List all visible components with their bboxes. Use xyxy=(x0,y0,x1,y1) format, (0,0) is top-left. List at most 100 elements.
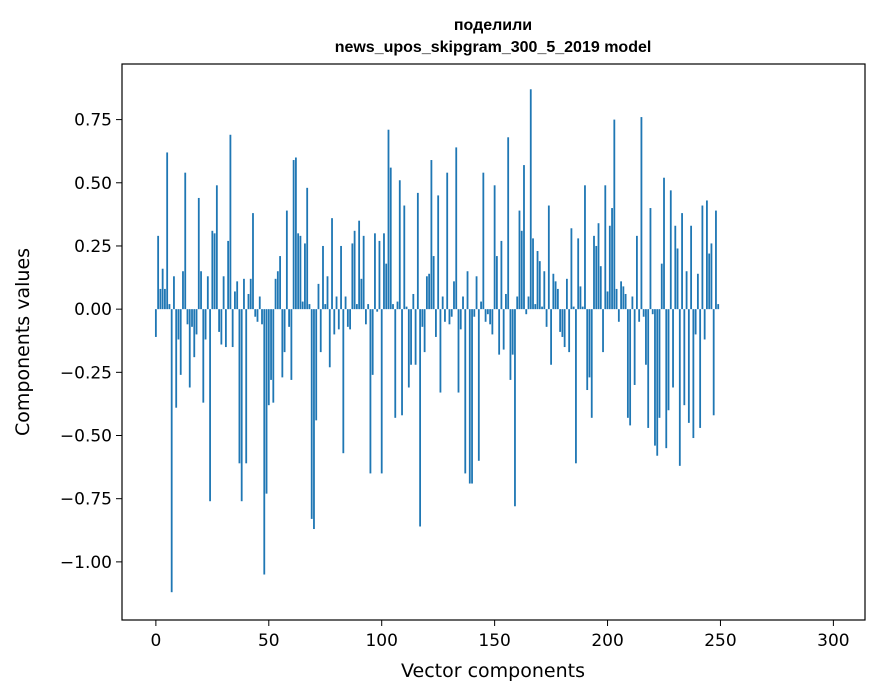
bar xyxy=(552,273,555,310)
bar xyxy=(304,243,306,310)
bar xyxy=(229,134,232,310)
bar xyxy=(649,208,652,310)
bar xyxy=(624,293,627,310)
plot-frame xyxy=(121,63,866,621)
bar xyxy=(471,309,473,484)
bar xyxy=(500,240,503,310)
bar xyxy=(279,256,281,310)
bar xyxy=(283,309,286,353)
bar xyxy=(606,291,609,310)
bar xyxy=(611,208,613,310)
bar xyxy=(398,180,401,310)
bar xyxy=(502,309,505,350)
bar xyxy=(256,309,259,322)
bar xyxy=(328,309,331,368)
bar xyxy=(270,309,272,380)
bar xyxy=(715,210,717,310)
bar xyxy=(681,213,683,310)
bar xyxy=(236,281,239,310)
bar xyxy=(622,286,625,310)
bar xyxy=(520,230,523,310)
bar xyxy=(184,172,187,310)
bar xyxy=(290,309,293,380)
bar xyxy=(550,309,552,365)
bar xyxy=(588,309,591,378)
bar xyxy=(425,276,428,310)
bar xyxy=(154,309,157,337)
bar xyxy=(672,309,674,388)
bar xyxy=(676,248,679,310)
bar xyxy=(299,235,302,310)
bar xyxy=(182,271,184,310)
bar xyxy=(462,296,464,310)
bar xyxy=(335,296,338,310)
bar xyxy=(437,195,440,310)
bar xyxy=(645,309,647,365)
bar xyxy=(703,309,706,340)
bar xyxy=(554,281,557,310)
bar xyxy=(315,309,318,421)
bar xyxy=(498,309,501,355)
bar xyxy=(593,235,595,310)
bar xyxy=(274,278,277,310)
bar xyxy=(701,205,704,310)
bar xyxy=(188,309,191,388)
bar xyxy=(446,172,449,310)
bar xyxy=(405,306,408,310)
bar xyxy=(511,309,514,355)
bar xyxy=(389,167,392,310)
bar xyxy=(523,165,525,310)
bar xyxy=(394,309,397,418)
y-tick-label: −1.00 xyxy=(60,553,112,573)
bar xyxy=(380,309,383,474)
bar xyxy=(419,309,422,527)
bar xyxy=(430,160,433,310)
bar xyxy=(477,309,480,461)
bar xyxy=(159,288,162,310)
bar xyxy=(699,309,702,428)
bar xyxy=(708,253,711,310)
bar xyxy=(326,276,329,310)
bar xyxy=(489,309,492,325)
bar xyxy=(403,205,406,310)
bar xyxy=(538,261,541,310)
bar xyxy=(364,309,367,325)
x-tick-label: 100 xyxy=(365,631,397,651)
bar xyxy=(466,271,469,310)
bar xyxy=(685,271,688,310)
bar xyxy=(586,309,589,391)
bar xyxy=(322,245,324,310)
bar xyxy=(231,309,234,348)
bar xyxy=(292,160,295,310)
bar xyxy=(568,309,571,353)
bar xyxy=(374,233,376,310)
bar xyxy=(696,273,699,310)
bar xyxy=(687,309,690,423)
y-axis: 0.75 0.50 0.25 0.00 −0.25 −0.50 −0.75 −1.00 xyxy=(60,111,122,573)
bar xyxy=(202,309,205,403)
bar xyxy=(306,187,309,310)
bar xyxy=(482,172,485,310)
bar xyxy=(258,296,261,310)
bar xyxy=(532,238,534,310)
x-tick-label: 250 xyxy=(704,631,736,651)
bar xyxy=(486,309,489,315)
bar xyxy=(346,309,349,327)
bar xyxy=(638,309,641,322)
bar xyxy=(547,205,550,310)
bar xyxy=(692,309,695,439)
bar xyxy=(536,251,539,310)
x-tick-label: 0 xyxy=(150,631,161,651)
bar xyxy=(247,293,250,310)
bar xyxy=(640,117,643,310)
bar xyxy=(577,238,580,310)
bar xyxy=(317,283,320,310)
bar xyxy=(355,304,358,310)
bar xyxy=(613,119,616,310)
bar xyxy=(358,220,361,310)
bar xyxy=(310,309,313,519)
bar xyxy=(448,309,451,325)
bar xyxy=(495,256,498,310)
bar xyxy=(351,243,354,310)
bar xyxy=(243,278,245,310)
